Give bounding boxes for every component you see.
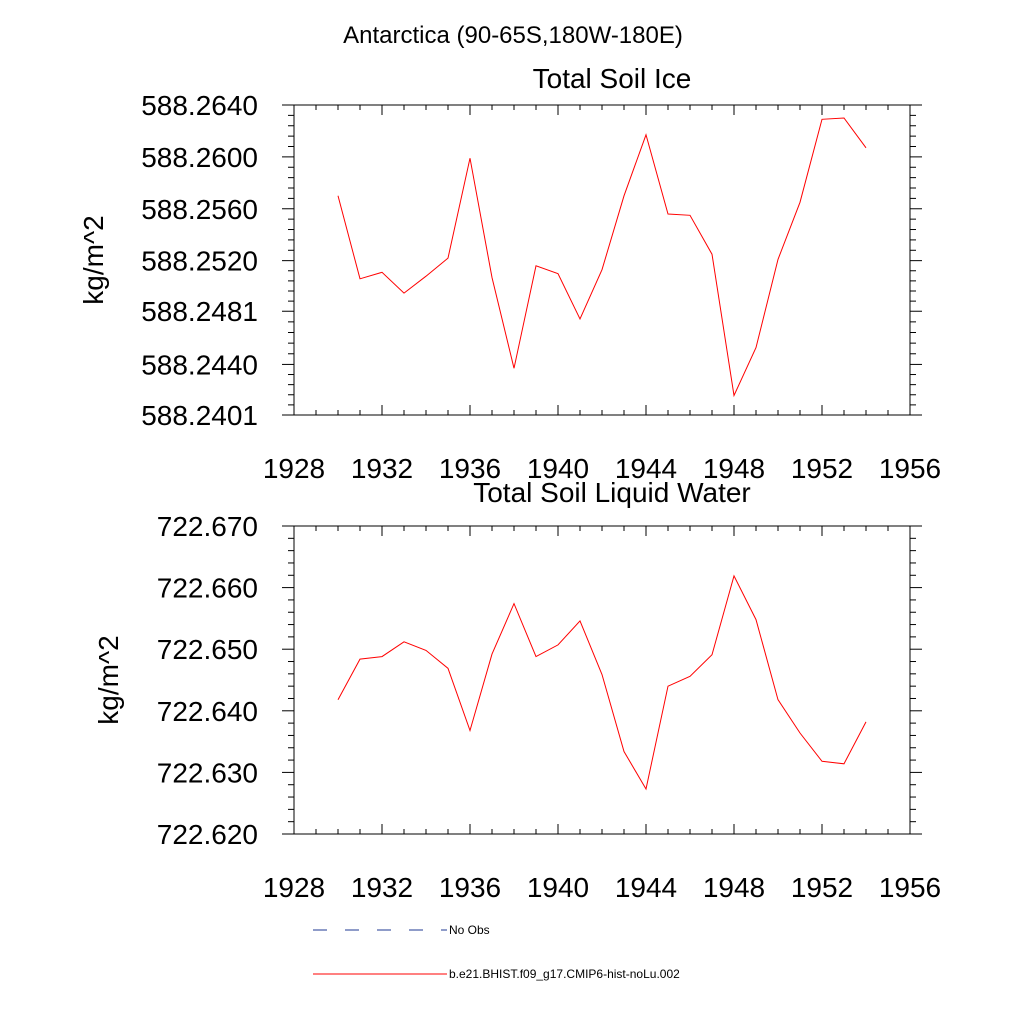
x-tick-label: 1956 [879,872,941,903]
y-tick-label: 588.2440 [141,349,258,380]
plot-frame [293,525,911,835]
y-axis-label: kg/m^2 [93,635,124,724]
x-tick-label: 1932 [351,453,413,484]
y-tick-label: 588.2560 [141,194,258,225]
y-tick-label: 588.2401 [141,400,258,431]
y-tick-label: 722.640 [157,696,258,727]
x-tick-label: 1928 [263,453,325,484]
legend-label-model-run: b.e21.BHIST.f09_g17.CMIP6-hist-noLu.002 [449,967,680,981]
panel-total-soil-liquid-water: Total Soil Liquid Water kg/m^2 1928 1932 193… [93,477,941,903]
legend: No Obs b.e21.BHIST.f09_g17.CMIP6-hist-no… [313,923,680,981]
panel-title: Total Soil Ice [533,63,692,94]
y-tick-label: 722.660 [157,573,258,604]
x-tick-label: 1936 [439,453,501,484]
legend-label-no-obs: No Obs [449,923,490,937]
plot-frame [293,104,911,416]
y-tick-label: 588.2640 [141,90,258,121]
x-tick-label: 1940 [527,453,589,484]
x-tick-label: 1952 [791,453,853,484]
x-tick-label: 1932 [351,872,413,903]
x-tick-label: 1928 [263,872,325,903]
y-tick-label: 722.670 [157,511,258,542]
x-tick-label: 1944 [615,453,677,484]
y-axis-label: kg/m^2 [78,215,109,304]
series-line [337,574,867,791]
y-tick-label: 722.620 [157,819,258,850]
y-tick-label: 588.2481 [141,296,258,327]
x-tick-label: 1948 [703,453,765,484]
x-tick-label: 1952 [791,872,853,903]
figure-supertitle: Antarctica (90-65S,180W-180E) [343,22,683,49]
x-tick-label: 1936 [439,872,501,903]
series-line [337,117,867,398]
x-tick-label: 1948 [703,872,765,903]
y-tick-label: 722.630 [157,757,258,788]
x-tick-label: 1956 [879,453,941,484]
x-tick-label: 1944 [615,872,677,903]
y-tick-label: 588.2520 [141,246,258,277]
x-tick-label: 1940 [527,872,589,903]
panel-title: Total Soil Liquid Water [473,477,751,508]
y-tick-label: 588.2600 [141,142,258,173]
panel-total-soil-ice: Total Soil Ice kg/m^2 1928 1932 1936 1940 1944… [78,63,941,484]
y-tick-label: 722.650 [157,634,258,665]
